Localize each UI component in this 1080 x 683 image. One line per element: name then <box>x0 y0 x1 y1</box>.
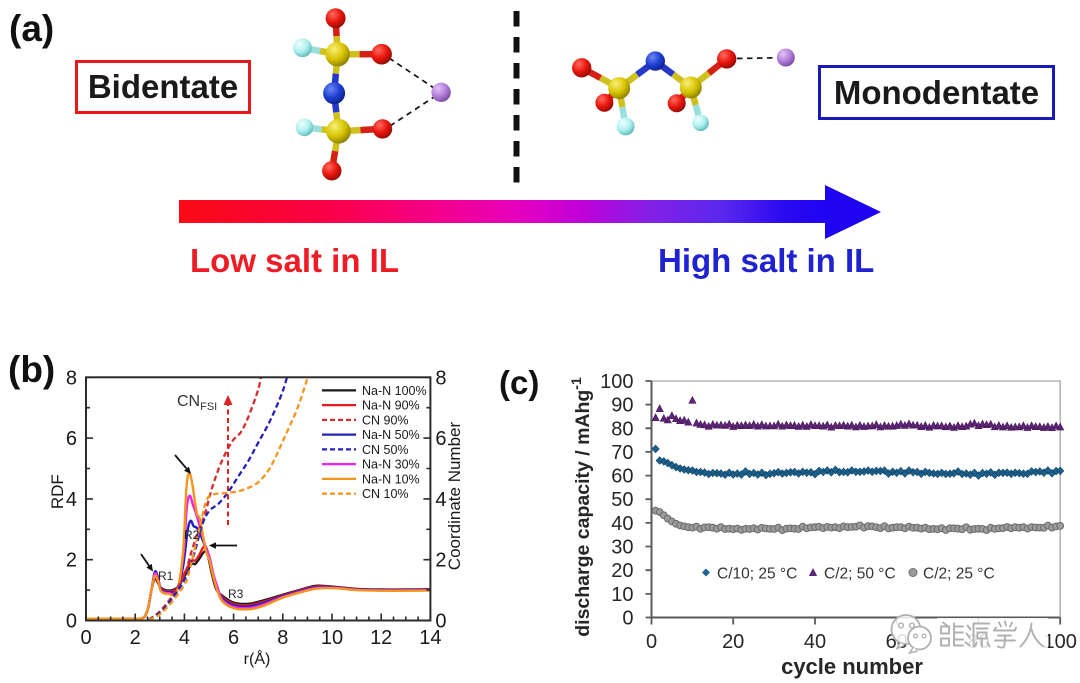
svg-text:30: 30 <box>611 537 633 559</box>
svg-text:6: 6 <box>228 627 239 649</box>
svg-text:10: 10 <box>611 584 633 606</box>
svg-text:12: 12 <box>370 627 392 649</box>
svg-text:r(Å): r(Å) <box>244 649 271 668</box>
svg-text:CN 10%: CN 10% <box>362 487 409 501</box>
svg-text:Na-N 90%: Na-N 90% <box>362 399 420 413</box>
svg-text:CN 90%: CN 90% <box>362 413 409 427</box>
svg-text:2: 2 <box>66 550 77 572</box>
svg-text:40: 40 <box>611 513 633 535</box>
svg-text:0: 0 <box>622 608 633 630</box>
svg-text:C/2; 50 °C: C/2; 50 °C <box>824 566 896 583</box>
svg-text:R2: R2 <box>184 528 200 542</box>
svg-text:20: 20 <box>722 631 744 653</box>
svg-text:80: 80 <box>611 418 633 440</box>
svg-text:14: 14 <box>419 627 441 649</box>
svg-text:50: 50 <box>611 489 633 511</box>
svg-text:60: 60 <box>611 466 633 488</box>
svg-text:10: 10 <box>321 627 343 649</box>
svg-text:cycle number: cycle number <box>781 654 923 679</box>
svg-text:CNFSI: CNFSI <box>177 393 217 413</box>
svg-text:100: 100 <box>1044 631 1077 653</box>
svg-text:Coordinate Number: Coordinate Number <box>445 421 464 570</box>
svg-text:0: 0 <box>435 611 446 633</box>
svg-text:4: 4 <box>435 489 446 511</box>
svg-text:C/2; 25 °C: C/2; 25 °C <box>923 566 995 583</box>
svg-text:C/10; 25 °C: C/10; 25 °C <box>717 566 797 583</box>
svg-text:6: 6 <box>435 428 446 450</box>
svg-text:70: 70 <box>611 442 633 464</box>
svg-text:2: 2 <box>130 627 141 649</box>
svg-text:0: 0 <box>66 611 77 633</box>
svg-text:6: 6 <box>66 428 77 450</box>
svg-text:RDF: RDF <box>48 474 67 509</box>
svg-text:discharge capacity / mAhg-1: discharge capacity / mAhg-1 <box>568 377 594 637</box>
svg-text:CN 50%: CN 50% <box>362 443 409 457</box>
svg-text:4: 4 <box>179 627 190 649</box>
svg-text:20: 20 <box>611 560 633 582</box>
svg-text:4: 4 <box>66 489 77 511</box>
svg-text:90: 90 <box>611 395 633 417</box>
svg-text:Na-N 10%: Na-N 10% <box>362 472 420 486</box>
svg-text:8: 8 <box>277 627 288 649</box>
svg-text:8: 8 <box>66 367 77 389</box>
svg-text:2: 2 <box>435 550 446 572</box>
svg-text:Na-N 50%: Na-N 50% <box>362 428 420 442</box>
svg-text:R3: R3 <box>228 587 244 601</box>
svg-text:100: 100 <box>600 371 633 393</box>
svg-text:40: 40 <box>804 631 826 653</box>
svg-text:Na-N 100%: Na-N 100% <box>362 384 427 398</box>
svg-text:0: 0 <box>646 631 657 653</box>
svg-text:Na-N 30%: Na-N 30% <box>362 458 420 472</box>
svg-text:0: 0 <box>80 627 91 649</box>
svg-text:8: 8 <box>435 367 446 389</box>
svg-text:R1: R1 <box>158 569 174 583</box>
